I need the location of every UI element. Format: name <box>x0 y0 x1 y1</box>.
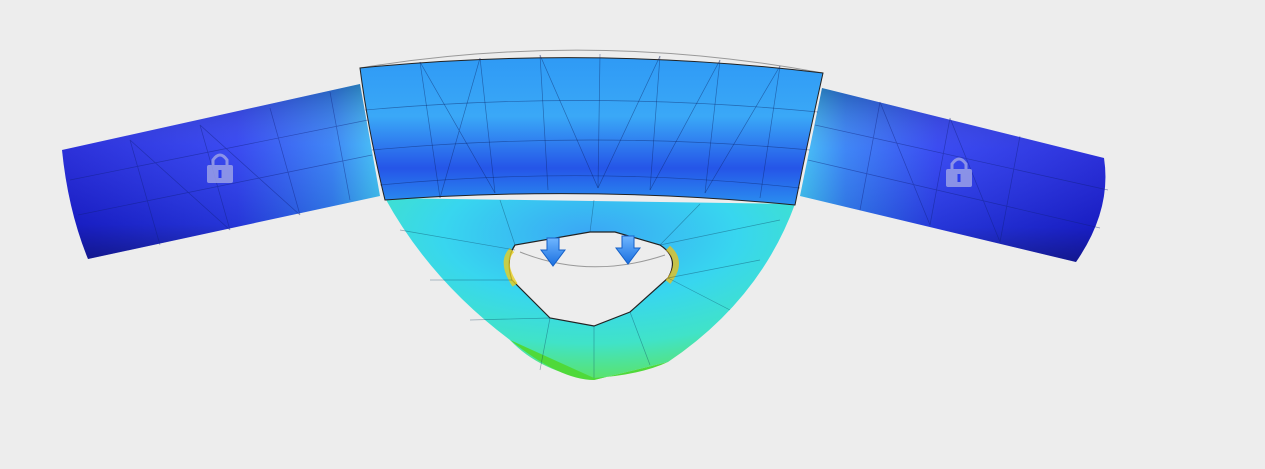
fixed-constraint-icon <box>946 157 972 187</box>
load-arrow <box>615 235 641 265</box>
lower-bracket <box>385 198 795 380</box>
center-band <box>359 53 824 206</box>
load-arrow <box>540 237 566 267</box>
fixed-constraint-icon <box>207 153 233 183</box>
reference-outline <box>359 49 824 74</box>
